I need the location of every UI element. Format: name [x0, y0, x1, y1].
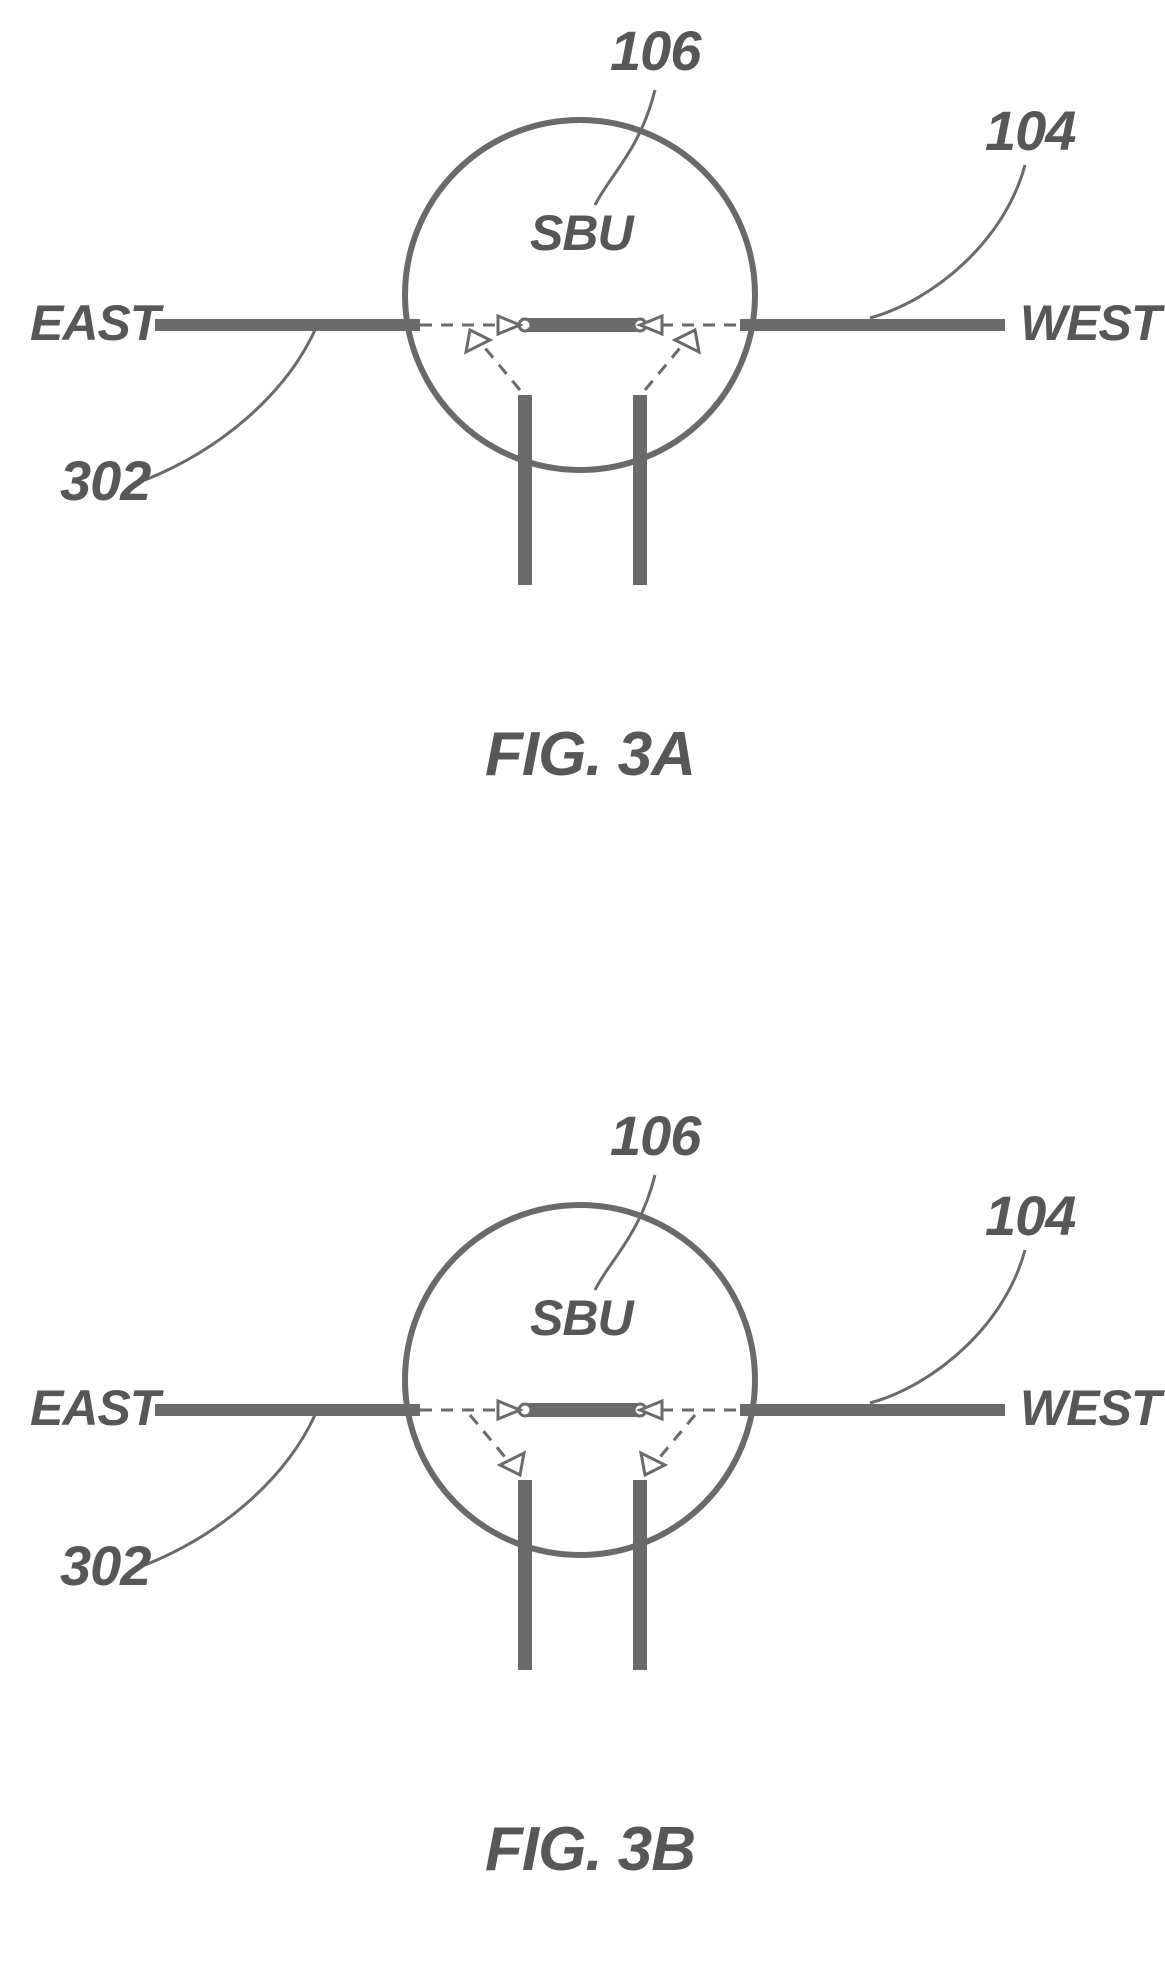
diagram-canvas: 106 104 302 SBU EAST WEST FIG. 3A 106 104 302 SBU E… [0, 0, 1165, 1973]
ref106-label: 106 [610, 1104, 702, 1167]
sbu-circle [405, 120, 755, 470]
east-label: EAST [30, 1380, 165, 1436]
ref106-leader [595, 1175, 655, 1290]
sbu-circle [405, 1205, 755, 1555]
sbu-label: SBU [530, 1290, 635, 1346]
ref104-leader [870, 165, 1025, 318]
ref104-label: 104 [985, 1184, 1076, 1247]
arrowhead [498, 316, 520, 334]
ref104-leader [870, 1250, 1025, 1403]
east-label: EAST [30, 295, 165, 351]
ref106-leader [595, 90, 655, 205]
west-label: WEST [1020, 1380, 1165, 1436]
figure-title: FIG. 3B [485, 1815, 695, 1884]
ref302-label: 302 [60, 1534, 151, 1597]
arrowhead [498, 1401, 520, 1419]
ref302-leader [145, 330, 315, 480]
ref104-label: 104 [985, 99, 1076, 162]
west-label: WEST [1020, 295, 1165, 351]
page: 106 104 302 SBU EAST WEST FIG. 3A 106 104 302 SBU E… [0, 0, 1165, 1973]
ref302-label: 302 [60, 449, 151, 512]
sbu-label: SBU [530, 205, 635, 261]
figure-title: FIG. 3A [485, 720, 695, 789]
ref106-label: 106 [610, 19, 702, 82]
ref302-leader [145, 1415, 315, 1565]
